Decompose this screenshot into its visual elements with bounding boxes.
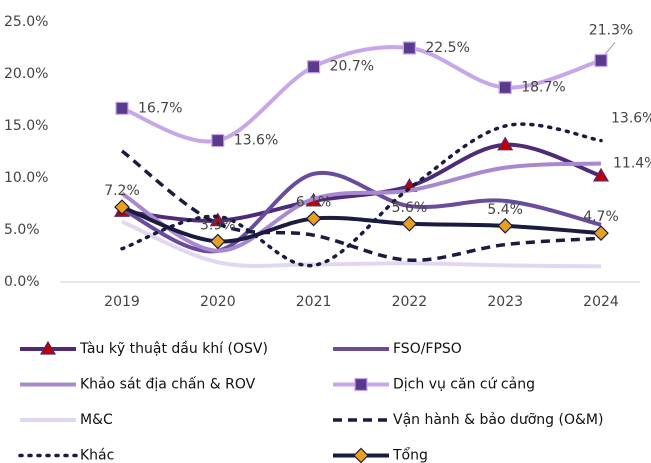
- y-tick-label: 15.0%: [4, 118, 48, 134]
- data-label: 5.4%: [487, 202, 523, 218]
- leader-line: [604, 42, 616, 55]
- legend-label: Khảo sát địa chấn & ROV: [80, 377, 256, 393]
- point-marker: [307, 60, 321, 74]
- series-line: [120, 122, 603, 268]
- point-marker: [211, 133, 225, 148]
- point-marker: [115, 101, 129, 115]
- legend-label: Vận hành & bảo dưỡng (O&M): [393, 412, 603, 428]
- data-label: 13.6%: [611, 111, 651, 127]
- y-tick-label: 25.0%: [4, 14, 48, 30]
- series-line: [120, 161, 602, 253]
- data-label: 7.2%: [104, 183, 140, 199]
- y-tick-label: 5.0%: [4, 222, 40, 238]
- data-label: 18.7%: [521, 80, 565, 96]
- data-label: 20.7%: [330, 59, 374, 75]
- point-marker: [114, 199, 130, 215]
- legend-label: Khác: [80, 448, 114, 463]
- y-tick-label: 20.0%: [4, 66, 48, 82]
- point-marker: [497, 217, 514, 234]
- series-line: [121, 219, 602, 269]
- legend-label: Tổng: [392, 447, 428, 463]
- y-tick-label: 0.0%: [4, 274, 40, 290]
- point-marker: [305, 210, 322, 227]
- series-line: [121, 45, 602, 144]
- x-tick-label: 2022: [392, 294, 428, 310]
- data-label: 11.4%: [613, 155, 651, 171]
- data-label: 4.7%: [583, 209, 619, 225]
- x-tick-label: 2024: [583, 294, 619, 310]
- point-marker: [593, 225, 609, 241]
- point-marker: [498, 80, 512, 95]
- y-tick-label: 10.0%: [4, 170, 48, 186]
- x-tick-label: 2020: [200, 294, 236, 310]
- data-label: 13.6%: [234, 133, 278, 149]
- x-tick-label: 2023: [487, 294, 523, 310]
- legend-marker: [354, 377, 368, 392]
- point-marker: [209, 233, 226, 250]
- point-marker: [402, 41, 416, 55]
- legend-label: M&C: [80, 412, 113, 428]
- point-marker: [401, 215, 418, 232]
- data-label: 5.6%: [392, 200, 428, 216]
- legend-label: FSO/FPSO: [393, 341, 462, 357]
- data-label: 6.1%: [296, 195, 332, 211]
- x-tick-label: 2021: [296, 294, 332, 310]
- series-line: [120, 149, 602, 262]
- point-marker: [594, 53, 608, 68]
- point-marker: [497, 136, 514, 151]
- legend-marker: [39, 340, 57, 355]
- point-marker: [592, 167, 610, 182]
- data-label: 16.7%: [138, 100, 182, 116]
- x-tick-label: 2019: [104, 294, 140, 310]
- series-line: [121, 205, 602, 244]
- data-label: 21.3%: [589, 22, 633, 38]
- data-label: 22.5%: [425, 40, 469, 56]
- series-line: [121, 170, 602, 254]
- data-label: 3.9%: [200, 217, 236, 233]
- legend-marker: [353, 447, 369, 463]
- legend-label: Dịch vụ căn cứ cảng: [393, 377, 535, 393]
- legend-label: Tàu kỹ thuật dầu khí (OSV): [79, 341, 268, 357]
